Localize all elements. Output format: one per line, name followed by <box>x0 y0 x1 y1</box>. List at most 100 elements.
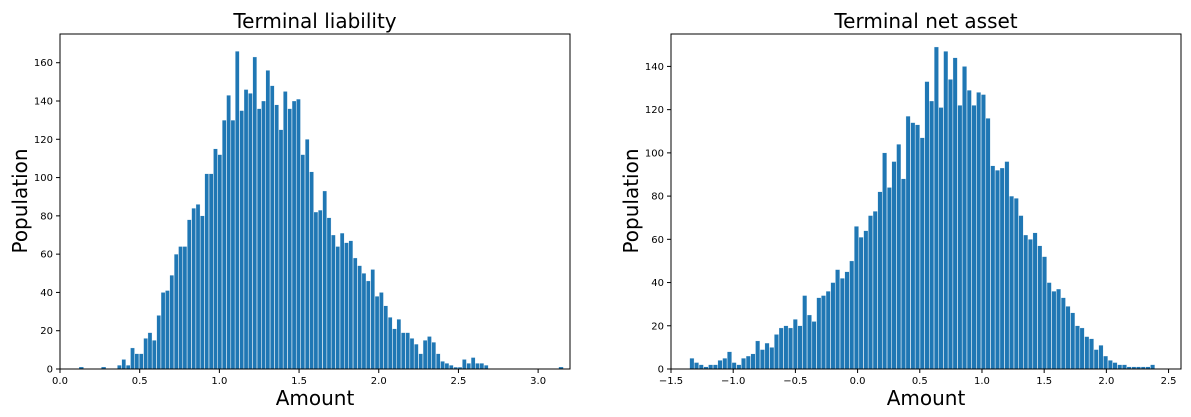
y-tick-label: 100 <box>34 173 53 184</box>
histogram-bar <box>1089 338 1094 370</box>
x-axis-label: Amount <box>887 386 966 410</box>
x-tick-label: 0.5 <box>132 376 148 387</box>
chart-title: Terminal net asset <box>833 9 1017 33</box>
histogram-bar <box>938 107 944 370</box>
histogram-bar <box>431 342 437 370</box>
histogram-bar <box>957 105 963 370</box>
histogram-bar <box>952 57 958 370</box>
histogram-bar <box>287 108 292 370</box>
histogram-bar <box>943 51 949 370</box>
y-tick-label: 80 <box>651 192 664 203</box>
histogram-bar <box>1107 360 1113 370</box>
y-tick-label: 120 <box>645 105 664 116</box>
axes-frame <box>59 33 571 370</box>
histogram-bar <box>348 240 354 370</box>
histogram-bar <box>427 336 432 370</box>
histogram-bar <box>300 154 305 370</box>
histogram-bar <box>821 295 826 370</box>
histogram-bar <box>999 167 1005 370</box>
histogram-bar <box>143 338 148 370</box>
histogram-bar <box>868 215 873 370</box>
bars-group <box>79 51 564 370</box>
histogram-bar <box>1065 306 1071 370</box>
y-tick-label: 20 <box>40 326 53 337</box>
histogram-bar <box>698 364 704 370</box>
histogram-bar <box>901 178 906 370</box>
histogram-bar <box>915 124 920 370</box>
x-tick-label: 1.0 <box>974 376 990 387</box>
histogram-bar <box>1009 195 1014 370</box>
histogram-bar <box>283 91 288 370</box>
histogram-bar <box>1075 325 1080 370</box>
histogram-bar <box>797 325 803 370</box>
x-tick-label: 1.5 <box>291 376 307 387</box>
histogram-bar <box>449 365 454 370</box>
histogram-bar <box>990 165 996 370</box>
histogram-bar <box>370 269 375 370</box>
y-tick-label: 20 <box>651 321 664 332</box>
histogram-bar <box>278 129 284 370</box>
y-tick-label: 0 <box>658 365 664 376</box>
y-axis-ticks: 0 20 40 60 80 100 120 140 <box>645 62 671 376</box>
histogram-bar <box>304 139 310 370</box>
histogram-bar <box>187 219 192 370</box>
histogram-bar <box>326 217 332 370</box>
histogram-bar <box>401 332 406 370</box>
histogram-bar <box>948 79 953 370</box>
x-tick-label: −0.5 <box>783 376 807 387</box>
x-axis-label: Amount <box>276 386 355 410</box>
x-tick-label: 2.5 <box>1161 376 1177 387</box>
histogram-bar <box>1084 336 1090 370</box>
histogram-bar <box>309 171 314 370</box>
histogram-bar <box>896 144 902 370</box>
histogram-bar <box>863 230 869 370</box>
histogram-bar <box>470 357 476 370</box>
histogram-bar <box>121 359 126 370</box>
histogram-bar <box>783 325 789 370</box>
y-tick-label: 80 <box>40 211 53 222</box>
histogram-bar <box>101 367 106 369</box>
histogram-bar <box>117 365 122 370</box>
histogram-bar <box>405 332 410 370</box>
histogram-bar <box>322 190 327 370</box>
histogram-bar <box>745 355 751 370</box>
histogram-bar <box>222 119 227 370</box>
histogram-bar <box>374 296 380 370</box>
histogram-bar <box>296 98 301 370</box>
histogram-bar <box>169 275 174 370</box>
x-tick-label: 0.0 <box>850 376 866 387</box>
histogram-bar <box>226 95 231 370</box>
histogram-bar <box>891 161 897 370</box>
histogram-bar <box>858 237 864 370</box>
histogram-bar <box>825 291 831 370</box>
histogram-bar <box>475 363 480 370</box>
x-axis-ticks: 0.0 0.5 1.0 1.5 2.0 2.5 3.0 <box>52 369 546 387</box>
histogram-bar <box>736 364 742 370</box>
histogram-bar <box>854 226 859 370</box>
histogram-bar <box>741 358 746 370</box>
histogram-bar <box>444 363 450 370</box>
histogram-bar <box>1122 364 1127 370</box>
histogram-bar <box>383 305 388 370</box>
histogram-bar <box>204 173 209 370</box>
histogram-bar <box>882 152 887 370</box>
chart-terminal-net-asset: Terminal net asset −1.5 −1.0 −0.5 0.0 0.5 1.0… <box>619 9 1182 410</box>
histogram-bar <box>165 290 170 370</box>
histogram-bar <box>213 148 218 370</box>
histogram-bar <box>1056 288 1061 370</box>
histogram-bar <box>769 347 775 370</box>
histogram-bar <box>200 215 205 370</box>
histogram-bar <box>731 362 737 370</box>
histogram-bar <box>717 360 723 370</box>
histogram-bar <box>1060 297 1066 370</box>
histogram-bar <box>484 365 489 370</box>
axes-frame <box>670 33 1182 370</box>
histogram-bar <box>1013 198 1019 370</box>
histogram-bar <box>1023 234 1029 370</box>
bars-group <box>689 46 1155 370</box>
histogram-bar <box>1093 349 1099 370</box>
y-tick-label: 100 <box>645 148 664 159</box>
histogram-bar <box>764 342 770 370</box>
histogram-bar <box>160 292 166 370</box>
histogram-bar <box>807 314 812 370</box>
